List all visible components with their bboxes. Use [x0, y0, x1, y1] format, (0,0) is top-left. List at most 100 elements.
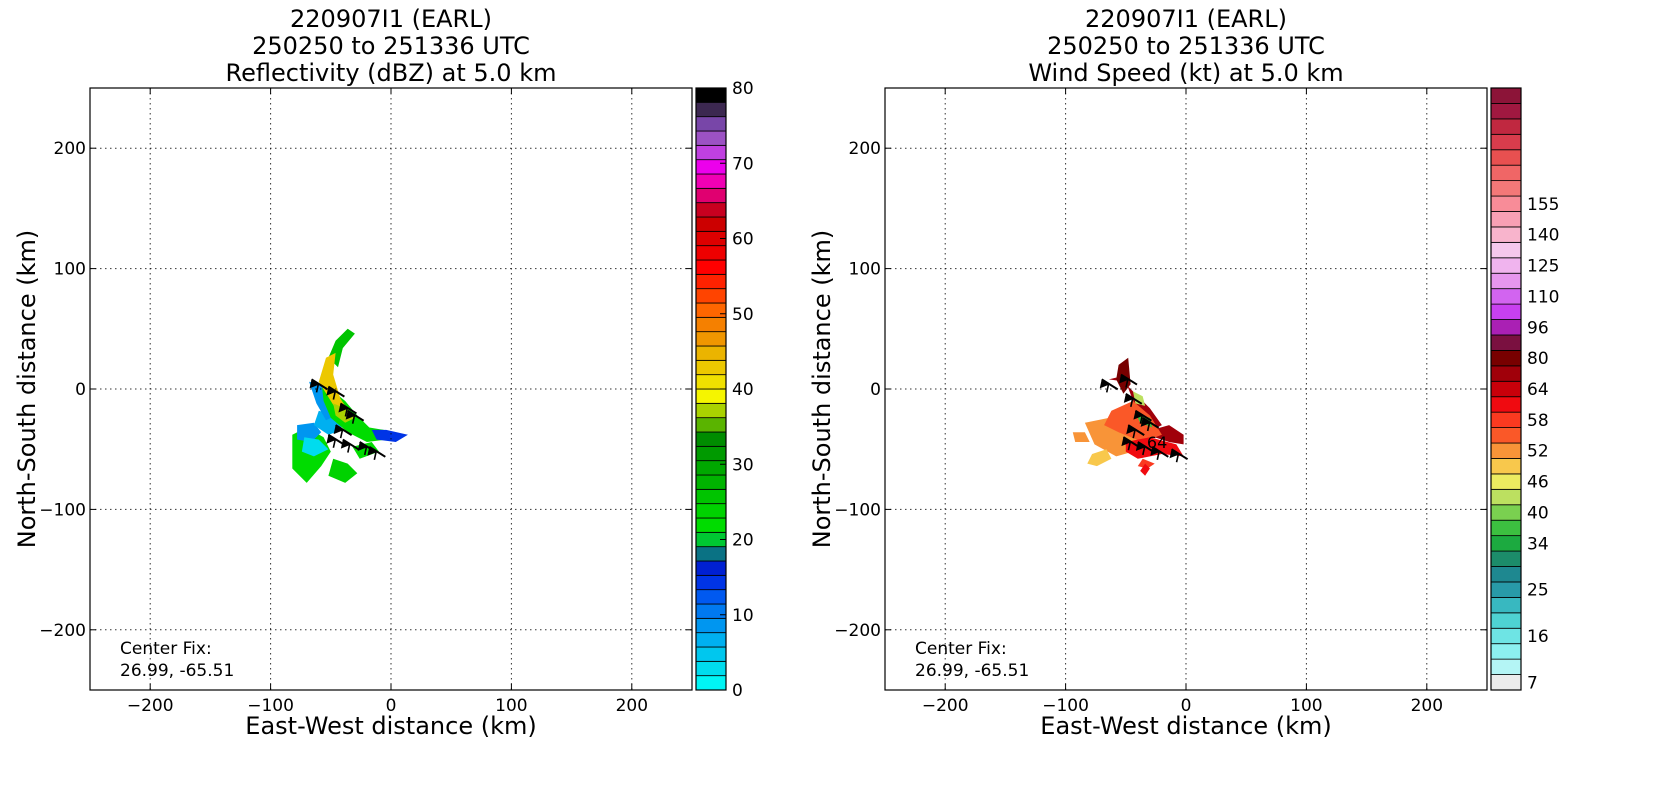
colorbar-segment — [695, 202, 727, 218]
colorbar-segment — [695, 101, 727, 118]
colorbar-segment — [1490, 241, 1522, 259]
colorbar-tick-label: 50 — [732, 305, 754, 325]
colorbar-segment — [1490, 350, 1522, 367]
y-tick-label: −100 — [834, 500, 881, 520]
wind-barb-tick — [1156, 450, 1161, 460]
colorbar-segment — [695, 116, 727, 132]
y-axis-label: North-South distance (km) — [13, 230, 41, 549]
wind-barb-flag — [1140, 417, 1151, 427]
wind-barb-flag — [1133, 410, 1144, 420]
wind-barb-flag — [1123, 393, 1134, 403]
colorbar-segment — [695, 646, 727, 662]
wind-barb-flag — [1118, 374, 1129, 384]
colorbar-segment — [1490, 596, 1522, 614]
center-fix-value: 26.99, -65.51 — [120, 661, 234, 681]
y-tick-label: −200 — [39, 621, 86, 641]
wind-barb-tick — [332, 438, 337, 448]
colorbar-segment — [1490, 334, 1522, 351]
colorbar-tick-label: 40 — [1527, 503, 1549, 523]
x-tick-label: 100 — [495, 696, 527, 716]
wind-barb-flag — [1169, 449, 1180, 459]
wind-barb — [1135, 441, 1155, 456]
wind-barb — [1099, 378, 1119, 393]
y-tick-label: 100 — [54, 260, 86, 280]
colorbar-tick-label: 125 — [1527, 257, 1559, 277]
colorbar-segment — [1490, 535, 1522, 552]
colorbar-tick-label: 80 — [732, 79, 754, 99]
wind-barb — [1118, 373, 1138, 388]
colorbar-tick-label: 80 — [1527, 349, 1549, 369]
wind-barb-flag — [1126, 425, 1137, 435]
colorbar-segment — [1490, 257, 1522, 274]
wind-barb — [326, 433, 345, 448]
colorbar-segment — [1490, 643, 1522, 660]
colorbar-segment — [1490, 473, 1522, 490]
colorbar-segment — [695, 560, 727, 576]
data-region — [1104, 401, 1162, 442]
wind-barb-tick — [1142, 445, 1146, 456]
colorbar-segment — [1490, 427, 1522, 444]
y-tick-label: −200 — [834, 621, 881, 641]
colorbar-segment — [1490, 133, 1522, 151]
colorbar-segment — [1490, 442, 1522, 459]
colorbar-segment — [695, 431, 727, 447]
colorbar-tick-label: 20 — [732, 531, 754, 551]
wind-barb-tick — [363, 445, 368, 456]
wind-barb-flag — [367, 446, 378, 456]
colorbar-segment — [1490, 488, 1522, 506]
x-tick-label: −100 — [247, 696, 294, 716]
wind-barb-flag — [345, 410, 356, 420]
x-tick-label: −200 — [127, 696, 174, 716]
chart-title-line: Reflectivity (dBZ) at 5.0 km — [226, 59, 557, 87]
wind-barb-flag — [309, 379, 320, 389]
wind-barb — [1121, 436, 1140, 451]
x-tick-label: 200 — [1411, 696, 1443, 716]
chart-title-line: 220907I1 (EARL) — [1085, 5, 1287, 33]
wind-barb-flag — [357, 441, 368, 451]
colorbar-segment — [695, 273, 727, 290]
colorbar-segment — [695, 517, 727, 533]
colorbar-tick-label: 0 — [732, 681, 743, 701]
wind-barb-flag — [326, 434, 337, 444]
colorbar-segment — [695, 445, 727, 462]
colorbar-segment — [695, 288, 727, 304]
colorbar-frame — [1490, 87, 1522, 691]
colorbar-tick-label: 34 — [1527, 534, 1549, 554]
x-tick-label: 0 — [386, 696, 397, 716]
colorbar-segment — [1490, 180, 1522, 197]
colorbar-segment — [695, 589, 727, 605]
wind-barb-tick — [1146, 421, 1151, 432]
colorbar-segment — [695, 259, 727, 275]
colorbar-tick-label: 96 — [1527, 318, 1549, 338]
chart-title-line: 250250 to 251336 UTC — [252, 32, 530, 60]
colorbar-segment — [1490, 149, 1522, 166]
x-tick-label: 0 — [1181, 696, 1192, 716]
chart-title-line: Wind Speed (kt) at 5.0 km — [1028, 59, 1343, 87]
data-region — [297, 422, 322, 442]
colorbar-segment — [1490, 411, 1522, 428]
colorbar-tick-label: 30 — [732, 455, 754, 475]
y-tick-label: 0 — [75, 380, 86, 400]
colorbar-segment — [695, 87, 727, 103]
wind-barb — [1123, 392, 1143, 407]
colorbar-segment — [695, 159, 727, 175]
wind-barb-tick — [347, 443, 351, 453]
colorbar-segment — [1490, 211, 1522, 228]
colorbar-tick-label: 140 — [1527, 226, 1559, 246]
data-region — [1137, 458, 1155, 469]
colorbar-segment — [695, 603, 727, 619]
data-region — [1072, 432, 1090, 442]
colorbar-segment — [695, 216, 727, 232]
wind-barb-tick — [1130, 397, 1134, 407]
colorbar-segment — [1490, 164, 1522, 182]
data-region — [1133, 391, 1146, 406]
colorbar-segment — [1490, 226, 1522, 243]
colorbar-tick-label: 16 — [1527, 627, 1549, 647]
wind-barb — [1140, 417, 1160, 432]
colorbar-segment — [695, 359, 727, 376]
chart-title-line: 220907I1 (EARL) — [290, 5, 492, 33]
wind-barb-tick — [1105, 383, 1110, 393]
colorbar-tick-label: 46 — [1527, 473, 1549, 493]
colorbar-segment — [695, 474, 727, 490]
